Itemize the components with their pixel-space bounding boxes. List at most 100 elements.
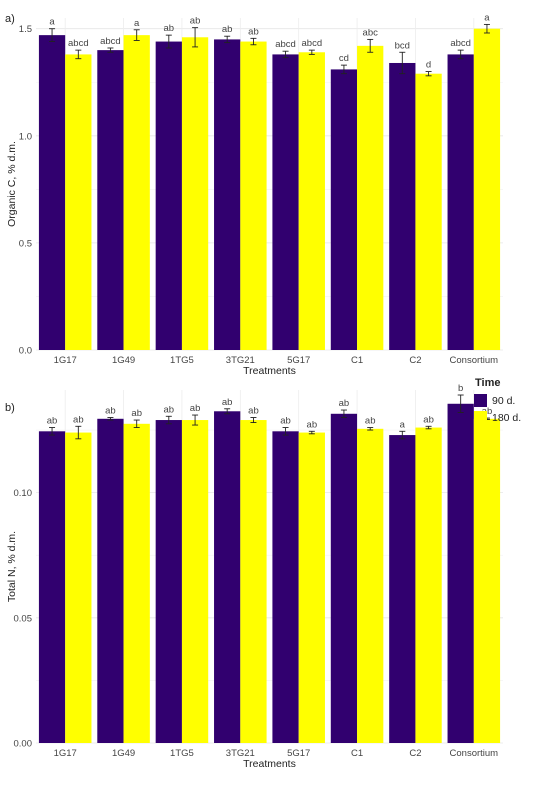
significance-label: a bbox=[400, 419, 406, 430]
x-tick-label: C1 bbox=[351, 748, 363, 759]
significance-label: abcd bbox=[100, 36, 121, 47]
significance-label: abc bbox=[363, 27, 379, 38]
legend-label-180d: 180 d. bbox=[492, 412, 521, 424]
bar bbox=[473, 418, 501, 743]
bar bbox=[389, 62, 416, 350]
y-axis-title: Organic C, % d.m. bbox=[6, 141, 18, 227]
bar bbox=[214, 411, 241, 743]
bar bbox=[97, 50, 124, 351]
x-tick-label: 1TG5 bbox=[170, 355, 194, 366]
x-axis-title: Treatments bbox=[243, 365, 296, 377]
x-tick-label: Consortium bbox=[450, 355, 499, 366]
y-tick-label: 0.00 bbox=[14, 739, 33, 750]
legend: Time 90 d. 180 d. bbox=[474, 377, 521, 424]
bar bbox=[214, 39, 241, 351]
significance-label: ab bbox=[307, 419, 318, 430]
x-tick-label: 5G17 bbox=[287, 355, 310, 366]
panel-label: a) bbox=[5, 13, 15, 25]
bar bbox=[123, 35, 150, 350]
significance-label: ab bbox=[47, 416, 58, 427]
bar bbox=[155, 420, 182, 743]
x-tick-label: 1G17 bbox=[54, 748, 77, 759]
significance-label: ab bbox=[105, 406, 116, 417]
significance-label: ab bbox=[248, 26, 259, 37]
x-tick-label: 1TG5 bbox=[170, 748, 194, 759]
significance-label: abcd bbox=[275, 39, 296, 50]
bar bbox=[181, 420, 209, 743]
bar bbox=[97, 418, 124, 743]
y-tick-label: 0.0 bbox=[19, 346, 32, 357]
x-tick-label: 1G17 bbox=[54, 355, 77, 366]
significance-label: ab bbox=[73, 414, 84, 425]
x-tick-label: C1 bbox=[351, 355, 363, 366]
significance-label: ab bbox=[222, 397, 233, 408]
bar bbox=[357, 45, 384, 351]
x-tick-label: 5G17 bbox=[287, 748, 310, 759]
legend-swatch-90d bbox=[474, 394, 487, 407]
bar bbox=[298, 432, 325, 743]
bar bbox=[181, 37, 209, 351]
significance-label: cd bbox=[339, 53, 349, 64]
bar bbox=[38, 35, 66, 350]
significance-label: ab bbox=[164, 404, 175, 415]
x-tick-label: C2 bbox=[409, 355, 421, 366]
x-tick-label: 1G49 bbox=[112, 748, 135, 759]
significance-label: abcd bbox=[302, 38, 323, 49]
significance-label: d bbox=[426, 60, 431, 71]
bar bbox=[389, 435, 416, 743]
y-tick-label: 0.05 bbox=[14, 613, 33, 624]
significance-label: ab bbox=[131, 408, 142, 419]
significance-label: a bbox=[484, 12, 490, 23]
legend-label-90d: 90 d. bbox=[492, 395, 515, 407]
x-tick-label: 3TG21 bbox=[226, 355, 255, 366]
significance-label: a bbox=[134, 18, 140, 29]
significance-label: abcd bbox=[68, 38, 89, 49]
significance-label: ab bbox=[164, 23, 175, 34]
bar bbox=[415, 73, 442, 351]
y-tick-label: 0.5 bbox=[19, 238, 32, 249]
x-tick-label: 1G49 bbox=[112, 355, 135, 366]
significance-label: ab bbox=[280, 416, 291, 427]
bar bbox=[473, 28, 501, 350]
significance-label: ab bbox=[365, 416, 376, 427]
panel-label: b) bbox=[5, 402, 15, 414]
bar bbox=[298, 52, 325, 351]
significance-label: ab bbox=[190, 403, 201, 414]
significance-label: abcd bbox=[450, 38, 471, 49]
x-tick-label: 3TG21 bbox=[226, 748, 255, 759]
bar bbox=[447, 54, 474, 350]
x-axis-title: Treatments bbox=[243, 758, 296, 770]
bar bbox=[272, 54, 299, 350]
y-tick-label: 1.0 bbox=[19, 131, 32, 142]
bar bbox=[65, 54, 92, 350]
bar bbox=[240, 420, 267, 743]
y-tick-label: 1.5 bbox=[19, 24, 32, 35]
y-axis-title: Total N, % d.m. bbox=[6, 531, 18, 602]
significance-label: a bbox=[49, 17, 55, 28]
significance-label: b bbox=[458, 383, 463, 394]
bar bbox=[415, 427, 442, 743]
significance-label: ab bbox=[423, 414, 434, 425]
bar bbox=[155, 41, 182, 351]
significance-label: ab bbox=[190, 16, 201, 27]
y-tick-label: 0.10 bbox=[14, 488, 33, 499]
legend-swatch-180d bbox=[474, 411, 487, 424]
bar bbox=[330, 69, 358, 351]
bar bbox=[357, 428, 384, 743]
bar bbox=[65, 432, 92, 743]
bar bbox=[38, 431, 66, 743]
significance-label: ab bbox=[248, 406, 259, 417]
x-tick-label: C2 bbox=[409, 748, 421, 759]
bar bbox=[123, 423, 150, 743]
significance-label: bcd bbox=[395, 40, 410, 51]
bar bbox=[330, 413, 358, 743]
bar bbox=[447, 403, 474, 743]
significance-label: ab bbox=[339, 398, 350, 409]
bar bbox=[272, 431, 299, 743]
bar bbox=[240, 41, 267, 351]
legend-title: Time bbox=[475, 377, 500, 389]
x-tick-label: Consortium bbox=[450, 748, 499, 759]
